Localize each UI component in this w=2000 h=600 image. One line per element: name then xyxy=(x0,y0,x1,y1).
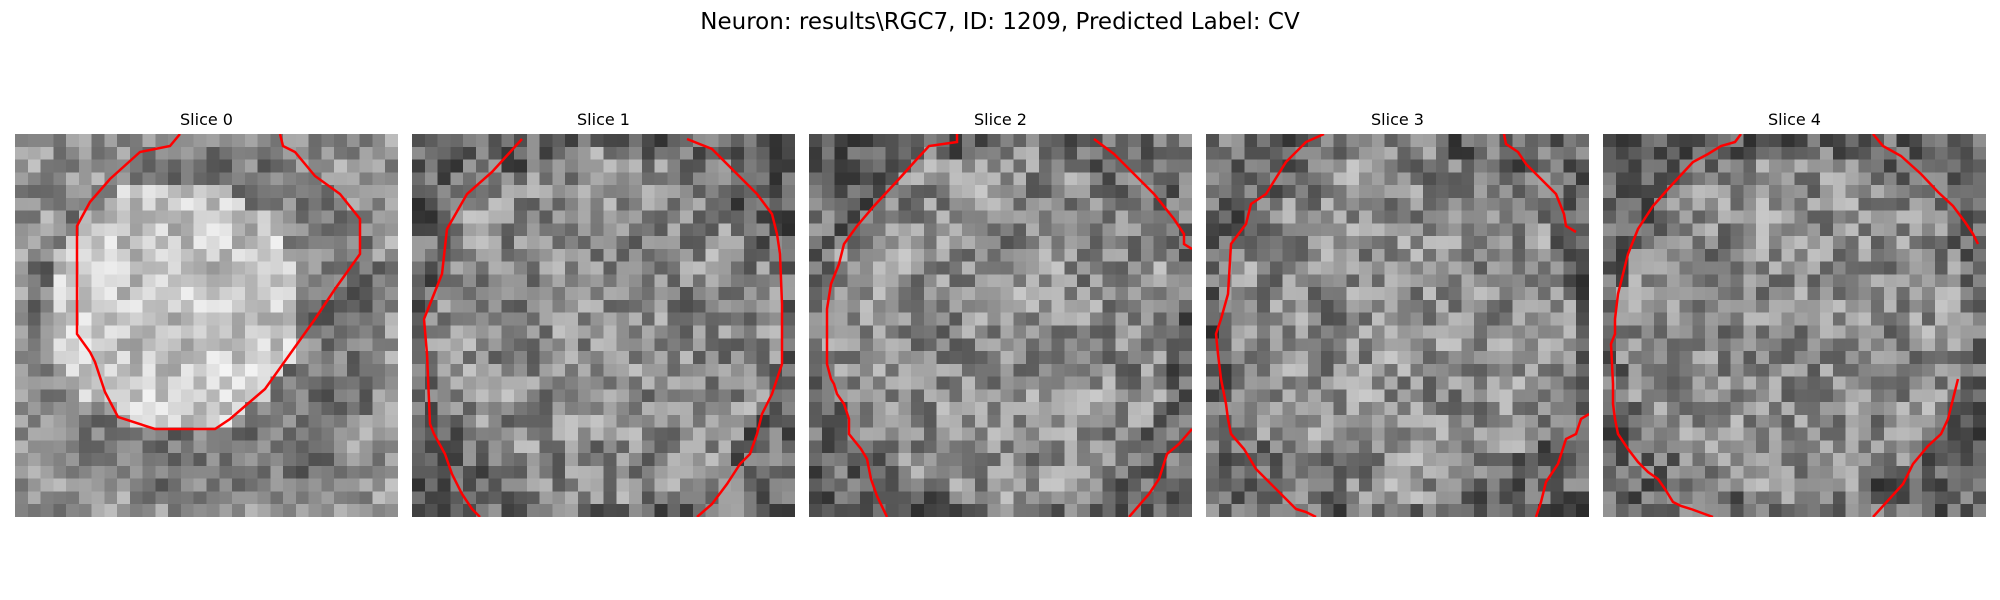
cell-contour xyxy=(686,137,784,517)
contour-overlay xyxy=(1214,134,1589,517)
grayscale-image xyxy=(1206,134,1589,517)
cell-contour xyxy=(1128,428,1192,517)
grayscale-image xyxy=(412,134,795,517)
slice-title: Slice 2 xyxy=(974,110,1027,129)
slice-image xyxy=(1603,134,1986,517)
slice-panel-4: Slice 4 xyxy=(1603,110,1986,517)
slice-title: Slice 3 xyxy=(1371,110,1424,129)
grayscale-image xyxy=(15,134,398,517)
slice-image xyxy=(15,134,398,517)
grayscale-image xyxy=(809,134,1192,517)
cell-contour xyxy=(825,134,959,517)
slice-panel-3: Slice 3 xyxy=(1206,110,1589,517)
figure-title: Neuron: results\RGC7, ID: 1209, Predicte… xyxy=(700,9,1300,35)
cell-contour xyxy=(1872,134,1980,245)
cell-contour xyxy=(1093,138,1192,251)
cell-contour xyxy=(1502,134,1577,234)
cell-contour xyxy=(75,134,362,431)
contour-overlay xyxy=(75,134,362,431)
cell-contour xyxy=(1872,378,1960,517)
slice-title: Slice 4 xyxy=(1768,110,1821,129)
contour-overlay xyxy=(825,134,1192,517)
slice-panel-1: Slice 1 xyxy=(412,110,795,517)
slice-image xyxy=(809,134,1192,517)
slice-panel-0: Slice 0 xyxy=(15,110,398,517)
cell-contour xyxy=(422,138,523,517)
contour-overlay xyxy=(1609,134,1980,517)
cell-contour xyxy=(1609,134,1742,517)
slice-panel-2: Slice 2 xyxy=(809,110,1192,517)
slice-title: Slice 0 xyxy=(180,110,233,129)
slice-image xyxy=(1206,134,1589,517)
cell-contour xyxy=(1214,134,1325,517)
contour-overlay xyxy=(422,137,784,517)
slice-title: Slice 1 xyxy=(577,110,630,129)
slice-image xyxy=(412,134,795,517)
cell-contour xyxy=(1534,412,1589,517)
